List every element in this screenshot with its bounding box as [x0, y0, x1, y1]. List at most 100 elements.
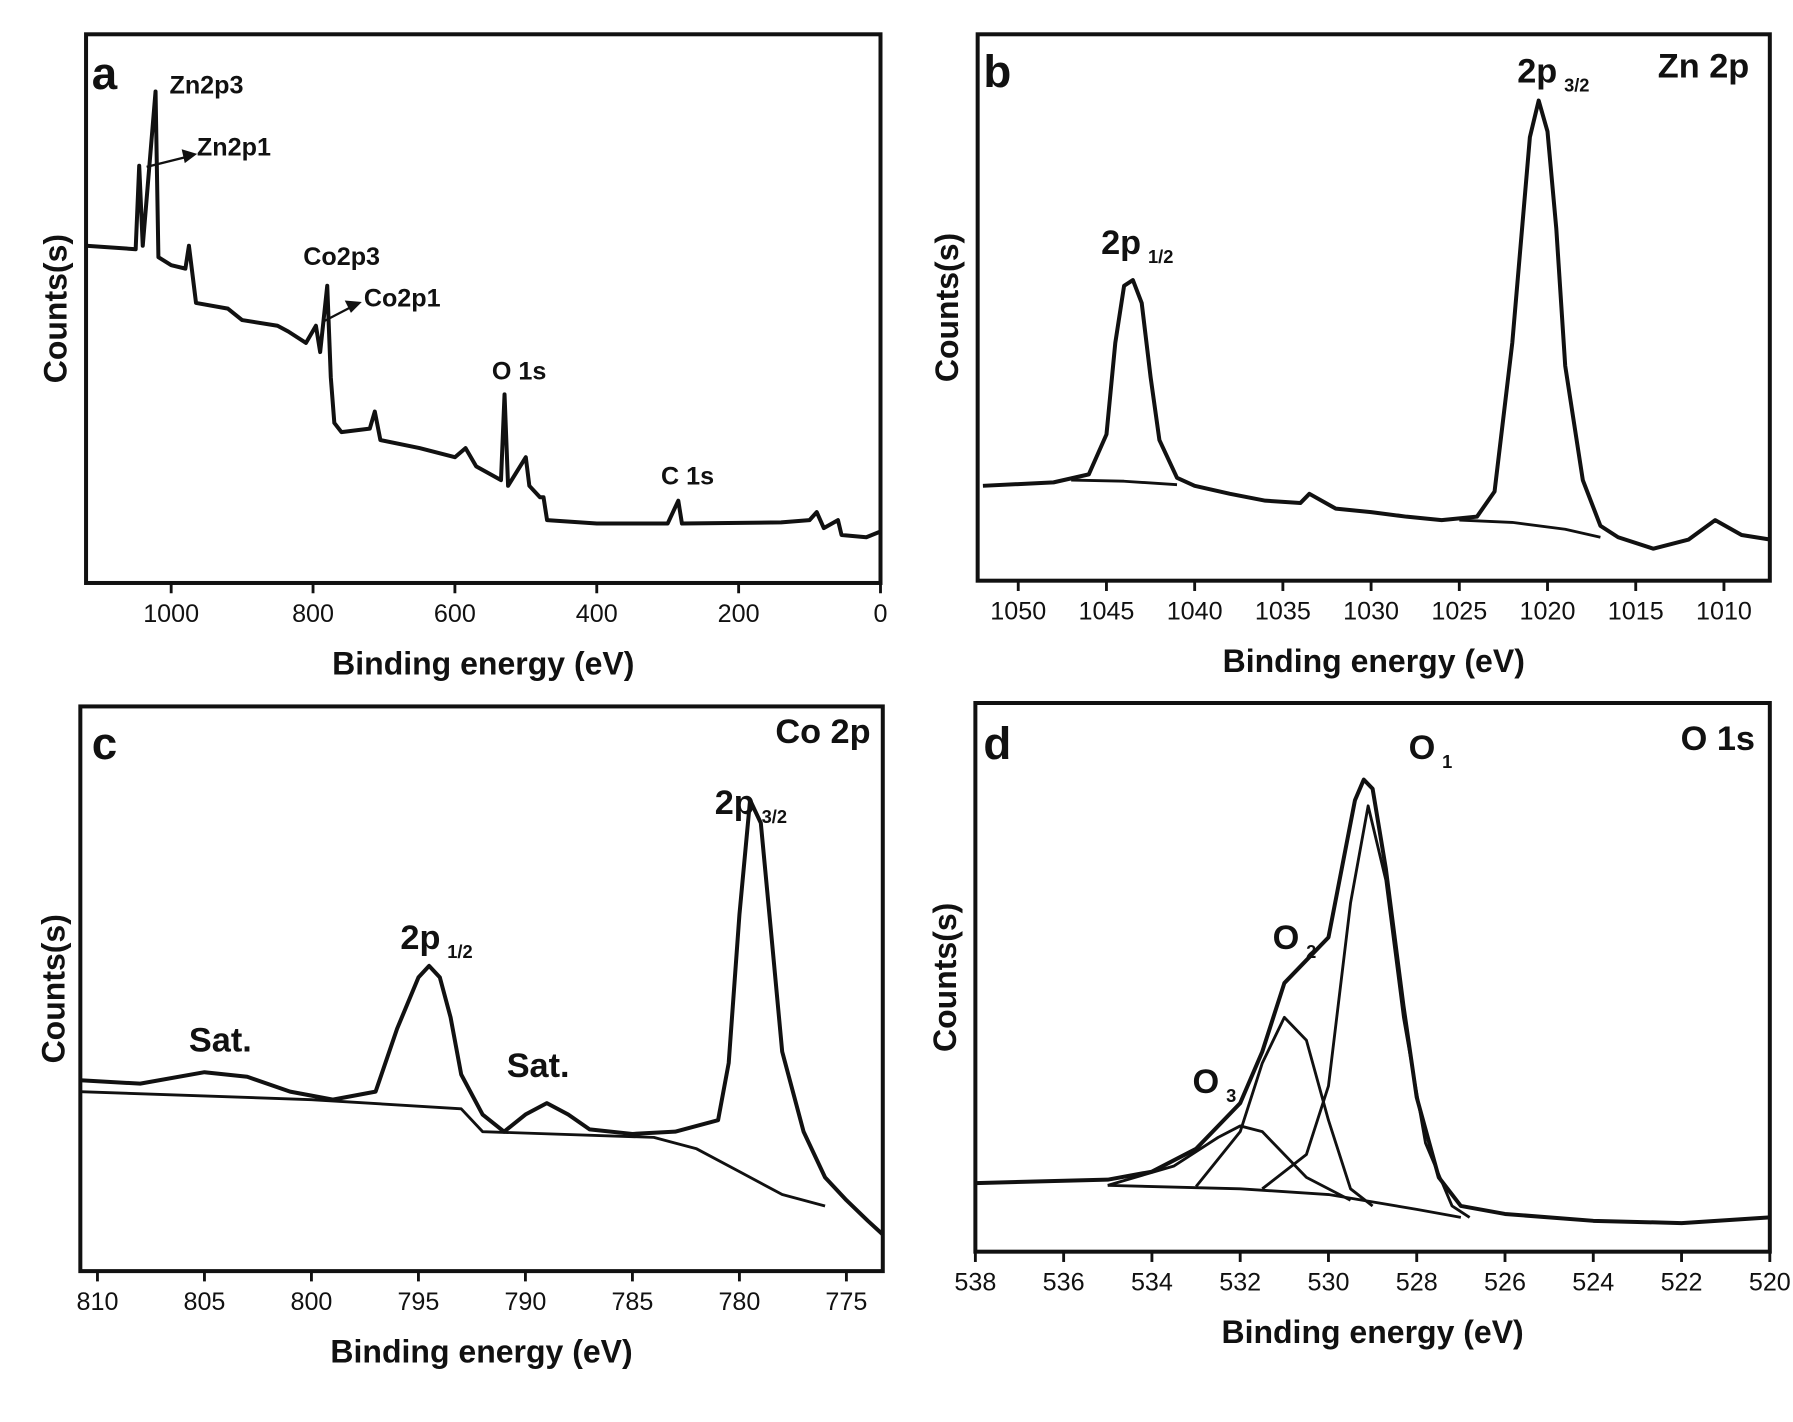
annotation-text: 2p — [1517, 52, 1557, 90]
x-tick-label: 532 — [1219, 1269, 1261, 1297]
x-tick-label: 530 — [1307, 1269, 1349, 1297]
spectrum-line — [982, 98, 1771, 551]
plot-frame — [78, 704, 885, 1274]
annotation: O 1s — [1681, 720, 1755, 758]
annotation-text: Sat. — [189, 1022, 252, 1060]
y-axis-title: Counts(s) — [38, 234, 74, 383]
annotation-text: O — [1193, 1063, 1220, 1101]
x-tick-label: 400 — [576, 600, 618, 628]
annotation-text: C 1s — [661, 463, 714, 491]
x-tick-label: 1030 — [1343, 598, 1399, 626]
annotation: Co 2p — [775, 713, 870, 751]
annotation-text: Co2p1 — [364, 284, 441, 312]
x-tick-label: 805 — [183, 1288, 225, 1316]
x-tick-label: 800 — [290, 1288, 332, 1316]
annotation: Zn2p3 — [169, 72, 243, 100]
panel-label: b — [983, 46, 1011, 97]
annotation-subscript: 1/2 — [1148, 246, 1173, 267]
x-tick-label: 1045 — [1078, 598, 1134, 626]
annotation: 2p 3/2 — [1517, 52, 1589, 95]
x-tick-label: 1020 — [1520, 598, 1576, 626]
x-axis-title: Binding energy (eV) — [1223, 643, 1525, 679]
panel-label: d — [983, 718, 1011, 769]
x-tick-label: 200 — [718, 600, 760, 628]
plot-frame — [84, 32, 883, 585]
annotation: O 1s — [492, 358, 546, 386]
x-tick-label: 520 — [1749, 1269, 1791, 1297]
plot-frame — [975, 32, 1772, 583]
annotation-text: 2p — [715, 784, 755, 822]
annotation: Zn2p1 — [197, 133, 271, 161]
x-tick-label: 1015 — [1608, 598, 1664, 626]
x-tick-label: 790 — [504, 1288, 546, 1316]
x-tick-label: 536 — [1043, 1269, 1085, 1297]
annotation: 2p 3/2 — [715, 784, 787, 827]
x-tick-label: 522 — [1661, 1269, 1703, 1297]
x-tick-label: 1025 — [1431, 598, 1487, 626]
annotation-text: Sat. — [507, 1047, 570, 1085]
x-tick-label: 785 — [611, 1288, 653, 1316]
annotation-subscript: 3/2 — [1564, 74, 1589, 95]
x-tick-label: 524 — [1572, 1269, 1614, 1297]
arrow — [146, 155, 189, 168]
annotation: Sat. — [189, 1022, 252, 1060]
x-tick-label: 600 — [434, 600, 476, 628]
x-tick-label: 795 — [397, 1288, 439, 1316]
annotation-subscript: 2 — [1306, 941, 1316, 962]
annotation-text: Zn2p3 — [169, 72, 243, 100]
annotation: Zn 2p — [1658, 48, 1749, 86]
x-tick-label: 1000 — [143, 600, 199, 628]
annotation: Co2p3 — [303, 243, 380, 271]
annotation: C 1s — [661, 463, 714, 491]
annotation-text: 2p — [400, 919, 440, 957]
x-axis-title: Binding energy (eV) — [330, 1334, 632, 1370]
x-tick-label: 800 — [292, 600, 334, 628]
annotation-text: O 1s — [1681, 720, 1755, 758]
x-axis-title: Binding energy (eV) — [332, 645, 634, 681]
spectrum-line — [85, 89, 882, 540]
annotation-text: Zn 2p — [1658, 48, 1749, 86]
x-tick-label: 1040 — [1167, 598, 1223, 626]
x-tick-label: 1010 — [1696, 598, 1752, 626]
arrows — [146, 149, 362, 323]
fit-line — [1261, 804, 1471, 1219]
fit-line — [1459, 518, 1601, 539]
annotation: 2p 1/2 — [1101, 224, 1173, 267]
arrow-head — [181, 149, 198, 164]
x-tick-label: 775 — [825, 1288, 867, 1316]
annotation: Co2p1 — [364, 284, 441, 312]
x-axis-title: Binding energy (eV) — [1221, 1314, 1523, 1350]
fit-line — [1107, 1124, 1352, 1202]
x-tick-label: 528 — [1396, 1269, 1438, 1297]
annotation-text: Co2p3 — [303, 243, 380, 271]
annotation-text: Co 2p — [775, 713, 870, 751]
x-tick-label: 810 — [76, 1288, 118, 1316]
plot-frame — [973, 700, 1772, 1254]
x-tick-label: 0 — [874, 600, 888, 628]
fit-line — [80, 1090, 826, 1208]
fit-line — [1194, 1015, 1374, 1208]
x-tick-label: 538 — [954, 1269, 996, 1297]
x-tick-label: 534 — [1131, 1269, 1173, 1297]
annotation-subscript: 3/2 — [762, 806, 787, 827]
x-tick-label: 1050 — [990, 598, 1046, 626]
annotation-text: O — [1273, 919, 1300, 957]
spectrum-line — [975, 777, 1770, 1226]
annotation-text: O 1s — [492, 358, 546, 386]
x-tick-label: 1035 — [1255, 598, 1311, 626]
spectrum-line — [80, 798, 885, 1237]
annotation: 2p 1/2 — [400, 919, 472, 962]
annotation-subscript: 1/2 — [447, 941, 472, 962]
y-axis-title: Counts(s) — [929, 233, 965, 382]
arrow-head — [344, 300, 362, 313]
panel-label: c — [92, 718, 117, 769]
panel-label: a — [92, 48, 118, 99]
annotation-subscript: 1 — [1442, 751, 1452, 772]
x-tick-label: 526 — [1484, 1269, 1526, 1297]
annotation-text: 2p — [1101, 224, 1141, 262]
